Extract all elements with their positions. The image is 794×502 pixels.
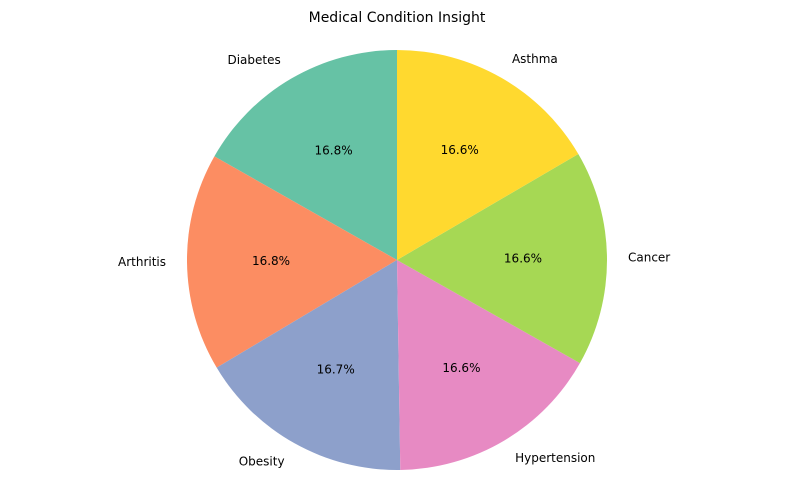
pie-slices: [187, 50, 607, 470]
pct-label-diabetes: 16.8%: [315, 144, 353, 158]
slice-label-arthritis: Arthritis: [118, 255, 166, 269]
pie-slice-obesity: [216, 260, 401, 470]
slice-label-hypertension: Hypertension: [515, 451, 595, 465]
pct-label-obesity: 16.7%: [317, 363, 355, 377]
pie-slice-arthritis: [187, 156, 397, 368]
slice-label-diabetes: Diabetes: [227, 53, 280, 67]
pie-slice-asthma: [397, 50, 579, 260]
pct-label-cancer: 16.6%: [504, 252, 542, 266]
slice-label-cancer: Cancer: [628, 251, 670, 265]
slice-label-asthma: Asthma: [512, 52, 558, 66]
chart-title: Medical Condition Insight: [309, 10, 486, 26]
pie-slice-diabetes: [214, 50, 397, 260]
pie-slice-hypertension: [397, 260, 580, 470]
pie-slice-cancer: [397, 154, 607, 364]
pct-label-hypertension: 16.6%: [442, 361, 480, 375]
pct-label-arthritis: 16.8%: [252, 254, 290, 268]
slice-label-obesity: Obesity: [239, 454, 285, 468]
pie-labels: Diabetes 16.8% Arthritis 16.8% Obesity 16.7% H…: [118, 52, 670, 468]
pct-label-asthma: 16.6%: [441, 143, 479, 157]
